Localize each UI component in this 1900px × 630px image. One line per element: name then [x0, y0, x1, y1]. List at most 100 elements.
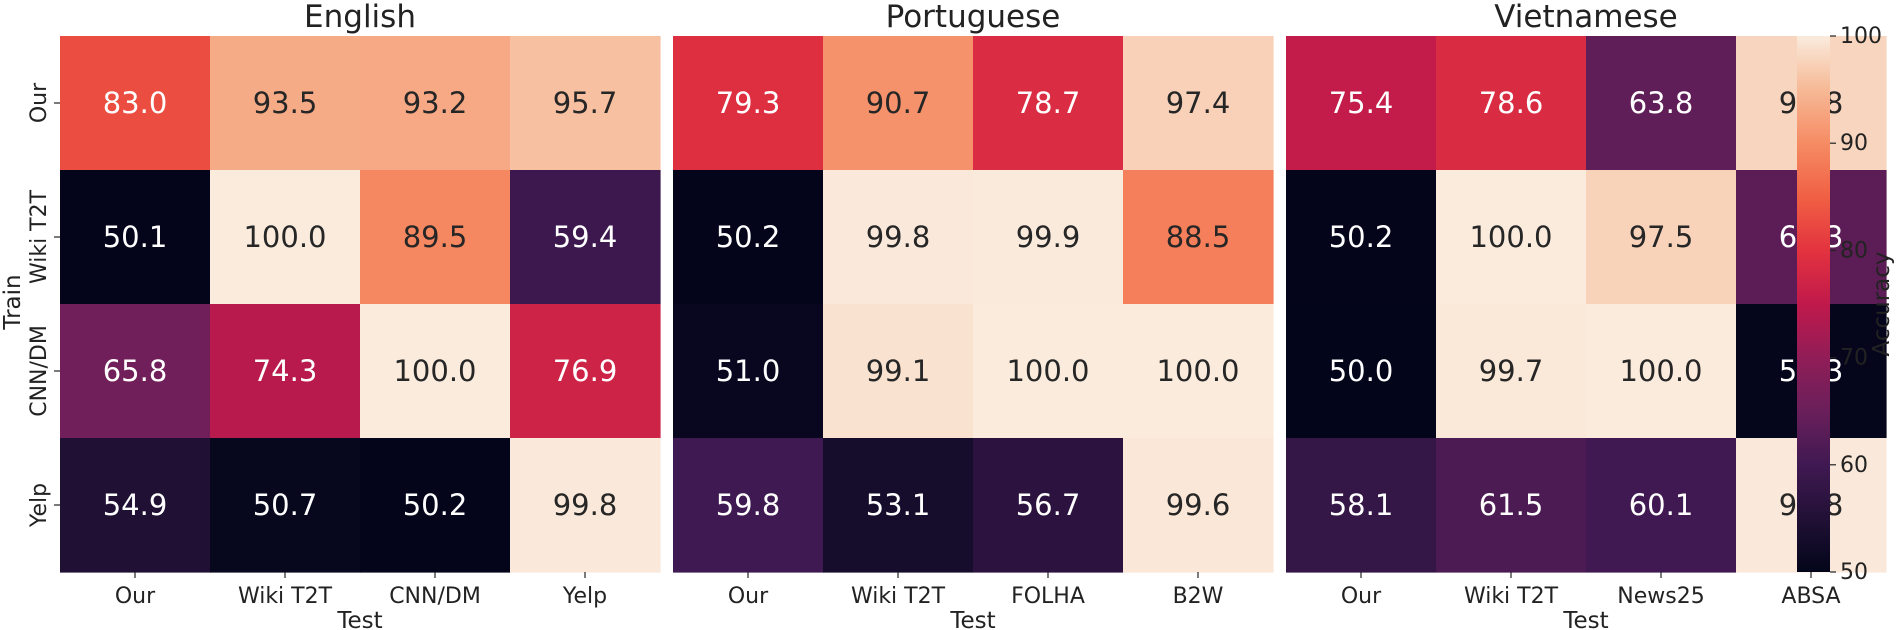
heatmap-cell	[1286, 438, 1437, 573]
heatmap-cell	[823, 304, 974, 439]
test-tick-label: News25	[1617, 584, 1704, 609]
panel-title: Portuguese	[886, 0, 1061, 35]
test-tick-label: Wiki T2T	[851, 584, 946, 609]
heatmap-cell	[510, 36, 661, 171]
heatmap-cell	[673, 304, 824, 439]
test-tick-label: Wiki T2T	[238, 584, 333, 609]
cell-value-label: 54.9	[103, 488, 168, 522]
cell-value-label: 50.2	[1329, 220, 1394, 254]
heatmap-cell	[673, 170, 824, 305]
train-axis-label: Train	[0, 274, 26, 330]
heatmap-cell	[823, 170, 974, 305]
cell-value-label: 93.5	[253, 86, 318, 120]
cell-value-label: 61.5	[1479, 488, 1544, 522]
cell-value-label: 100.0	[1619, 354, 1702, 388]
train-tick-labels: Our Wiki T2T CNN/DM Yelp	[27, 82, 60, 528]
heatmap-cell	[823, 36, 974, 171]
heatmap-cell	[1286, 36, 1437, 171]
cell-value-label: 78.7	[1016, 86, 1081, 120]
heatmap-cell	[973, 438, 1124, 573]
heatmap-cell	[510, 304, 661, 439]
cell-value-label: 79.3	[716, 86, 781, 120]
cell-value-label: 50.7	[253, 488, 318, 522]
colorbar-tick-label: 100	[1840, 24, 1882, 49]
heatmap-cell	[673, 36, 824, 171]
heatmap-cell	[360, 438, 511, 573]
cell-value-label: 59.4	[553, 220, 618, 254]
colorbar-tick-label: 80	[1840, 238, 1868, 263]
heatmap-cell	[1436, 170, 1587, 305]
heatmap-cell	[1123, 170, 1274, 305]
cell-value-label: 50.2	[716, 220, 781, 254]
cell-value-label: 53.1	[866, 488, 931, 522]
accuracy-colorbar: 50 60 70 80 90 100 Accuracy	[1797, 24, 1895, 585]
heatmap-cell	[210, 170, 361, 305]
colorbar-tick-label: 70	[1840, 346, 1868, 371]
test-tick-label: ABSA	[1781, 584, 1840, 609]
heatmap-cell	[60, 438, 211, 573]
colorbar-tick-label: 60	[1840, 453, 1868, 478]
test-axis-label: Test	[1562, 608, 1608, 630]
heatmap-cell	[973, 304, 1124, 439]
panel-title: English	[304, 0, 416, 35]
heatmap-cell	[360, 170, 511, 305]
heatmap-cell	[673, 438, 824, 573]
cell-value-label: 95.7	[553, 86, 618, 120]
cell-value-label: 89.5	[403, 220, 468, 254]
heatmap-cell	[510, 438, 661, 573]
cell-value-label: 50.1	[103, 220, 168, 254]
panel-english: English 83.0 93.5 93.2 95.7 50.1 100.0 89.5 59.4…	[60, 0, 661, 630]
heatmap-cell	[210, 36, 361, 171]
test-tick-label: Wiki T2T	[1464, 584, 1559, 609]
cell-value-label: 97.5	[1629, 220, 1694, 254]
heatmap-cell	[1123, 36, 1274, 171]
cell-value-label: 65.8	[103, 354, 168, 388]
colorbar-label: Accuracy	[1869, 251, 1895, 356]
test-tick-label: CNN/DM	[389, 584, 481, 609]
heatmap-cell	[1586, 36, 1737, 171]
colorbar-ticks: 50 60 70 80 90 100	[1830, 24, 1882, 585]
cell-value-label: 63.8	[1629, 86, 1694, 120]
heatmap-cell	[1586, 438, 1737, 573]
cell-value-label: 74.3	[253, 354, 318, 388]
heatmap-cell	[973, 36, 1124, 171]
cell-value-label: 100.0	[1156, 354, 1239, 388]
test-tick-label: B2W	[1173, 584, 1224, 609]
cell-value-label: 99.8	[866, 220, 931, 254]
heatmap-cell	[210, 438, 361, 573]
test-axis-label: Test	[949, 608, 995, 630]
heatmap-panels: English 83.0 93.5 93.2 95.7 50.1 100.0 89.5 59.4…	[60, 0, 1887, 630]
heatmap-cell	[60, 170, 211, 305]
cell-value-label: 59.8	[716, 488, 781, 522]
heatmap-cell	[973, 170, 1124, 305]
colorbar-tick-label: 90	[1840, 131, 1868, 156]
cell-value-label: 99.8	[553, 488, 618, 522]
heatmap-cell	[60, 304, 211, 439]
cell-value-label: 99.1	[866, 354, 931, 388]
cell-value-label: 50.0	[1329, 354, 1394, 388]
heatmap-cell	[210, 304, 361, 439]
cell-value-label: 93.2	[403, 86, 468, 120]
cell-value-label: 83.0	[103, 86, 168, 120]
panel-portuguese: Portuguese 79.3 90.7 78.7 97.4 50.2 99.8 99.9 88…	[673, 0, 1274, 630]
panel-title: Vietnamese	[1494, 0, 1678, 35]
cell-value-label: 51.0	[716, 354, 781, 388]
colorbar-tick-label: 50	[1840, 560, 1868, 585]
cell-value-label: 56.7	[1016, 488, 1081, 522]
heatmap-cell	[510, 170, 661, 305]
colorbar-gradient	[1797, 36, 1830, 572]
heatmap-cell	[60, 36, 211, 171]
cell-value-label: 99.6	[1166, 488, 1231, 522]
cell-value-label: 90.7	[866, 86, 931, 120]
cell-value-label: 99.9	[1016, 220, 1081, 254]
test-tick-label: Our	[728, 584, 769, 609]
cell-value-label: 50.2	[403, 488, 468, 522]
train-tick-label: Yelp	[27, 483, 52, 528]
cell-value-label: 58.1	[1329, 488, 1394, 522]
cell-value-label: 100.0	[243, 220, 326, 254]
heatmap-cell	[1436, 36, 1587, 171]
cell-value-label: 88.5	[1166, 220, 1231, 254]
train-tick-label: Our	[27, 82, 52, 123]
train-tick-label: CNN/DM	[27, 325, 52, 417]
